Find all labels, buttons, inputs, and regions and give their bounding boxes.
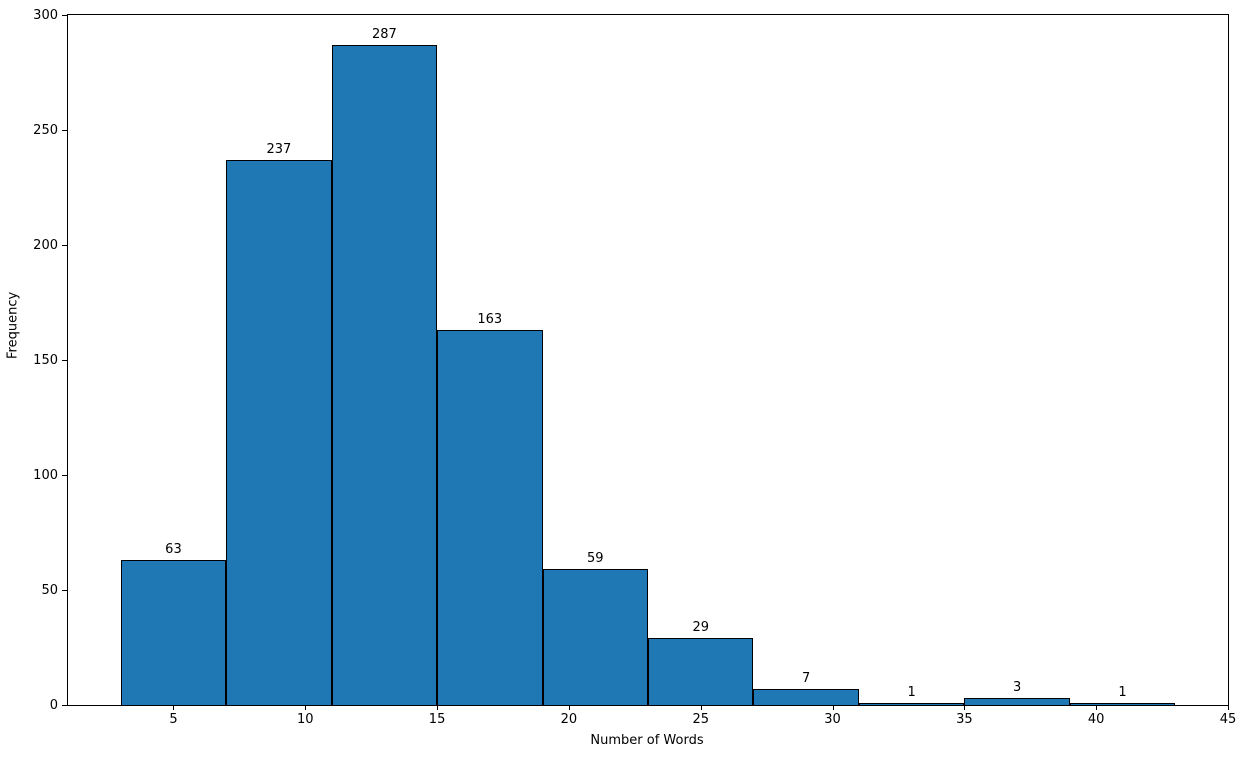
x-tick-label: 15 (428, 712, 446, 727)
histogram-bar (437, 330, 543, 705)
y-tick-label: 200 (33, 238, 58, 253)
y-tick-label: 300 (33, 8, 58, 23)
x-tick-mark (1228, 705, 1229, 710)
histogram-bar (226, 159, 332, 705)
x-tick-mark (173, 705, 175, 710)
bar-value-label: 163 (477, 312, 503, 328)
y-tick-mark (62, 15, 67, 16)
x-tick-mark (832, 705, 834, 710)
histogram-bar (120, 560, 227, 705)
x-tick-label: 10 (296, 712, 314, 727)
x-tick-mark (305, 705, 307, 710)
y-axis-title-text: Frequency (5, 291, 21, 359)
x-tick-label: 40 (1087, 712, 1105, 727)
plot-area: 63 237 287 163 59 29 7 1 3 1 5 10 15 20 25 30 35 40 45 0 50 1… (33, 9, 1236, 726)
bar-value-label: 237 (266, 141, 292, 157)
x-tick-label: 20 (560, 712, 578, 727)
y-tick-label: 150 (33, 353, 58, 368)
y-tick-label: 50 (41, 583, 58, 598)
y-tick-label: 250 (33, 123, 58, 138)
bar-value-label: 1 (1118, 684, 1127, 700)
x-tick-mark (700, 705, 702, 710)
bar-value-label: 7 (802, 670, 811, 686)
bar-value-label: 3 (1012, 680, 1022, 696)
x-axis-title: Number of Words (590, 733, 704, 748)
y-tick-label: 100 (33, 468, 58, 483)
x-tick-label: 45 (1219, 712, 1237, 727)
bar-value-label: 59 (586, 551, 604, 567)
x-tick-label: 30 (824, 712, 841, 727)
histogram-bar (331, 44, 438, 705)
x-tick-mark (437, 705, 439, 710)
y-tick-mark (62, 130, 67, 131)
bar-value-label: 63 (165, 542, 182, 558)
x-tick-mark (568, 705, 570, 710)
y-tick-label: 0 (49, 698, 58, 713)
y-tick-mark (62, 705, 67, 706)
histogram-bar (648, 638, 754, 705)
histogram-bar (1069, 702, 1176, 705)
bar-value-label: 287 (371, 26, 397, 42)
histogram-bar (542, 569, 648, 705)
y-tick-mark (62, 360, 67, 361)
bar-value-label: 1 (907, 684, 916, 700)
histogram-bar (858, 702, 965, 705)
y-tick-mark (62, 475, 67, 476)
x-tick-mark (1096, 705, 1098, 710)
x-tick-label: 35 (956, 712, 973, 727)
y-tick-mark (62, 245, 67, 246)
x-tick-label: 25 (692, 712, 709, 727)
x-tick-mark (964, 705, 966, 710)
x-tick-label: 5 (169, 712, 178, 727)
y-tick-mark (62, 590, 67, 591)
histogram-bar (753, 688, 859, 705)
histogram-bar (964, 698, 1070, 705)
bar-value-label: 29 (692, 620, 709, 636)
